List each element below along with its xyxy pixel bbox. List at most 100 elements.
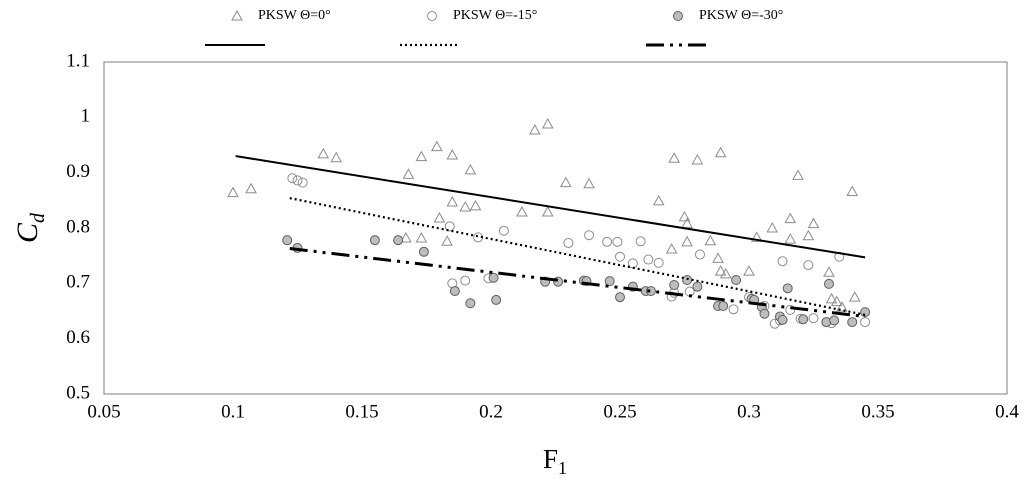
y-tick-label: 0.6 bbox=[66, 327, 90, 348]
triangle-marker bbox=[743, 265, 755, 276]
triangle-marker bbox=[714, 265, 727, 276]
circle-marker bbox=[563, 237, 574, 248]
y-tick-label: 0.9 bbox=[66, 161, 90, 182]
triangle-marker bbox=[823, 266, 835, 277]
circle-marker bbox=[297, 177, 308, 188]
circle-marker bbox=[694, 249, 705, 260]
x-label-sub: 1 bbox=[558, 458, 567, 478]
triangle-marker bbox=[802, 229, 815, 241]
circle-marker bbox=[449, 286, 460, 297]
triangle-marker bbox=[848, 291, 861, 302]
triangle-marker bbox=[459, 200, 472, 212]
plot-frame bbox=[103, 61, 1008, 395]
x-tick-label: 0.05 bbox=[87, 401, 120, 422]
circle-marker bbox=[777, 256, 788, 267]
trend-line bbox=[235, 155, 866, 259]
triangle-marker bbox=[430, 140, 443, 152]
legend-label: PKSW Θ=0° bbox=[258, 8, 331, 23]
x-axis-label: F1 bbox=[543, 444, 567, 478]
triangle-marker bbox=[825, 292, 838, 304]
circle-marker bbox=[829, 315, 840, 326]
circle-marker bbox=[444, 221, 455, 232]
circle-marker bbox=[615, 292, 625, 303]
x-tick-label: 0.4 bbox=[995, 401, 1019, 422]
circle-marker bbox=[635, 236, 646, 247]
trend-line bbox=[289, 197, 866, 316]
triangle-marker bbox=[446, 148, 459, 160]
triangle-marker bbox=[704, 234, 717, 246]
circle-marker bbox=[643, 254, 654, 265]
triangle-marker bbox=[464, 163, 477, 175]
y-tick-label: 1 bbox=[81, 106, 91, 127]
circle-marker bbox=[427, 11, 437, 21]
triangle-marker bbox=[227, 186, 239, 198]
triangle-marker bbox=[559, 176, 572, 188]
triangle-marker bbox=[792, 169, 804, 180]
triangle-marker bbox=[231, 9, 243, 21]
triangle-marker bbox=[807, 217, 820, 229]
circle-marker bbox=[292, 175, 303, 186]
circle-marker bbox=[718, 301, 729, 312]
circle-marker bbox=[782, 283, 793, 294]
circle-marker bbox=[728, 304, 739, 315]
triangle-marker bbox=[750, 231, 763, 242]
triangle-marker bbox=[681, 235, 693, 247]
circle-marker bbox=[759, 308, 770, 319]
y-tick-label: 0.7 bbox=[66, 272, 90, 293]
x-tick-label: 0.3 bbox=[737, 401, 761, 422]
circle-marker bbox=[287, 173, 298, 184]
circle-marker bbox=[491, 294, 502, 305]
triangle-marker bbox=[441, 235, 453, 246]
circle-marker bbox=[777, 314, 788, 325]
y-label-sub: d bbox=[27, 212, 49, 223]
circle-marker bbox=[488, 272, 499, 283]
y-tick-label: 0.8 bbox=[66, 216, 90, 237]
circle-marker bbox=[369, 235, 380, 246]
triangle-marker bbox=[836, 301, 848, 312]
triangle-marker bbox=[784, 212, 797, 224]
y-tick-label: 0.5 bbox=[66, 382, 90, 403]
circle-marker bbox=[769, 318, 780, 329]
circle-marker bbox=[615, 251, 625, 262]
triangle-marker bbox=[541, 205, 554, 217]
triangle-marker bbox=[846, 185, 859, 196]
triangle-marker bbox=[400, 231, 412, 243]
circle-marker bbox=[612, 236, 623, 247]
triangle-marker bbox=[317, 147, 330, 159]
x-tick-label: 0.15 bbox=[345, 401, 378, 422]
triangle-marker bbox=[516, 205, 528, 217]
triangle-marker bbox=[714, 146, 727, 158]
triangle-marker bbox=[402, 168, 415, 179]
legend-label: PKSW Θ=-30° bbox=[699, 8, 783, 23]
triangle-marker bbox=[691, 153, 704, 165]
legend-label: PKSW Θ=-15° bbox=[453, 8, 537, 23]
triangle-marker bbox=[529, 124, 541, 135]
circle-marker bbox=[860, 307, 871, 318]
triangle-marker bbox=[415, 231, 428, 243]
x-tick-label: 0.2 bbox=[479, 401, 503, 422]
circle-marker bbox=[692, 281, 703, 292]
triangle-marker bbox=[245, 182, 257, 194]
triangle-marker bbox=[712, 252, 724, 263]
circle-marker bbox=[653, 257, 664, 268]
y-label-main: C bbox=[11, 222, 44, 243]
triangle-marker bbox=[433, 212, 446, 223]
circle-marker bbox=[460, 275, 471, 286]
triangle-marker bbox=[652, 194, 665, 206]
y-tick-label: 1.1 bbox=[66, 50, 90, 71]
x-tick-label: 0.35 bbox=[861, 401, 894, 422]
triangle-marker bbox=[681, 217, 693, 229]
trend-line bbox=[289, 246, 866, 319]
x-label-main: F bbox=[543, 444, 558, 474]
triangle-marker bbox=[446, 195, 459, 207]
triangle-marker bbox=[678, 210, 691, 222]
circle-marker bbox=[645, 286, 656, 297]
triangle-marker bbox=[668, 152, 681, 163]
y-axis-label: Cd bbox=[11, 212, 49, 243]
triangle-marker bbox=[784, 233, 797, 244]
x-tick-label: 0.25 bbox=[603, 401, 636, 422]
circle-marker bbox=[823, 278, 834, 289]
circle-marker bbox=[847, 317, 858, 328]
circle-marker bbox=[808, 313, 819, 324]
circle-marker bbox=[860, 317, 871, 328]
